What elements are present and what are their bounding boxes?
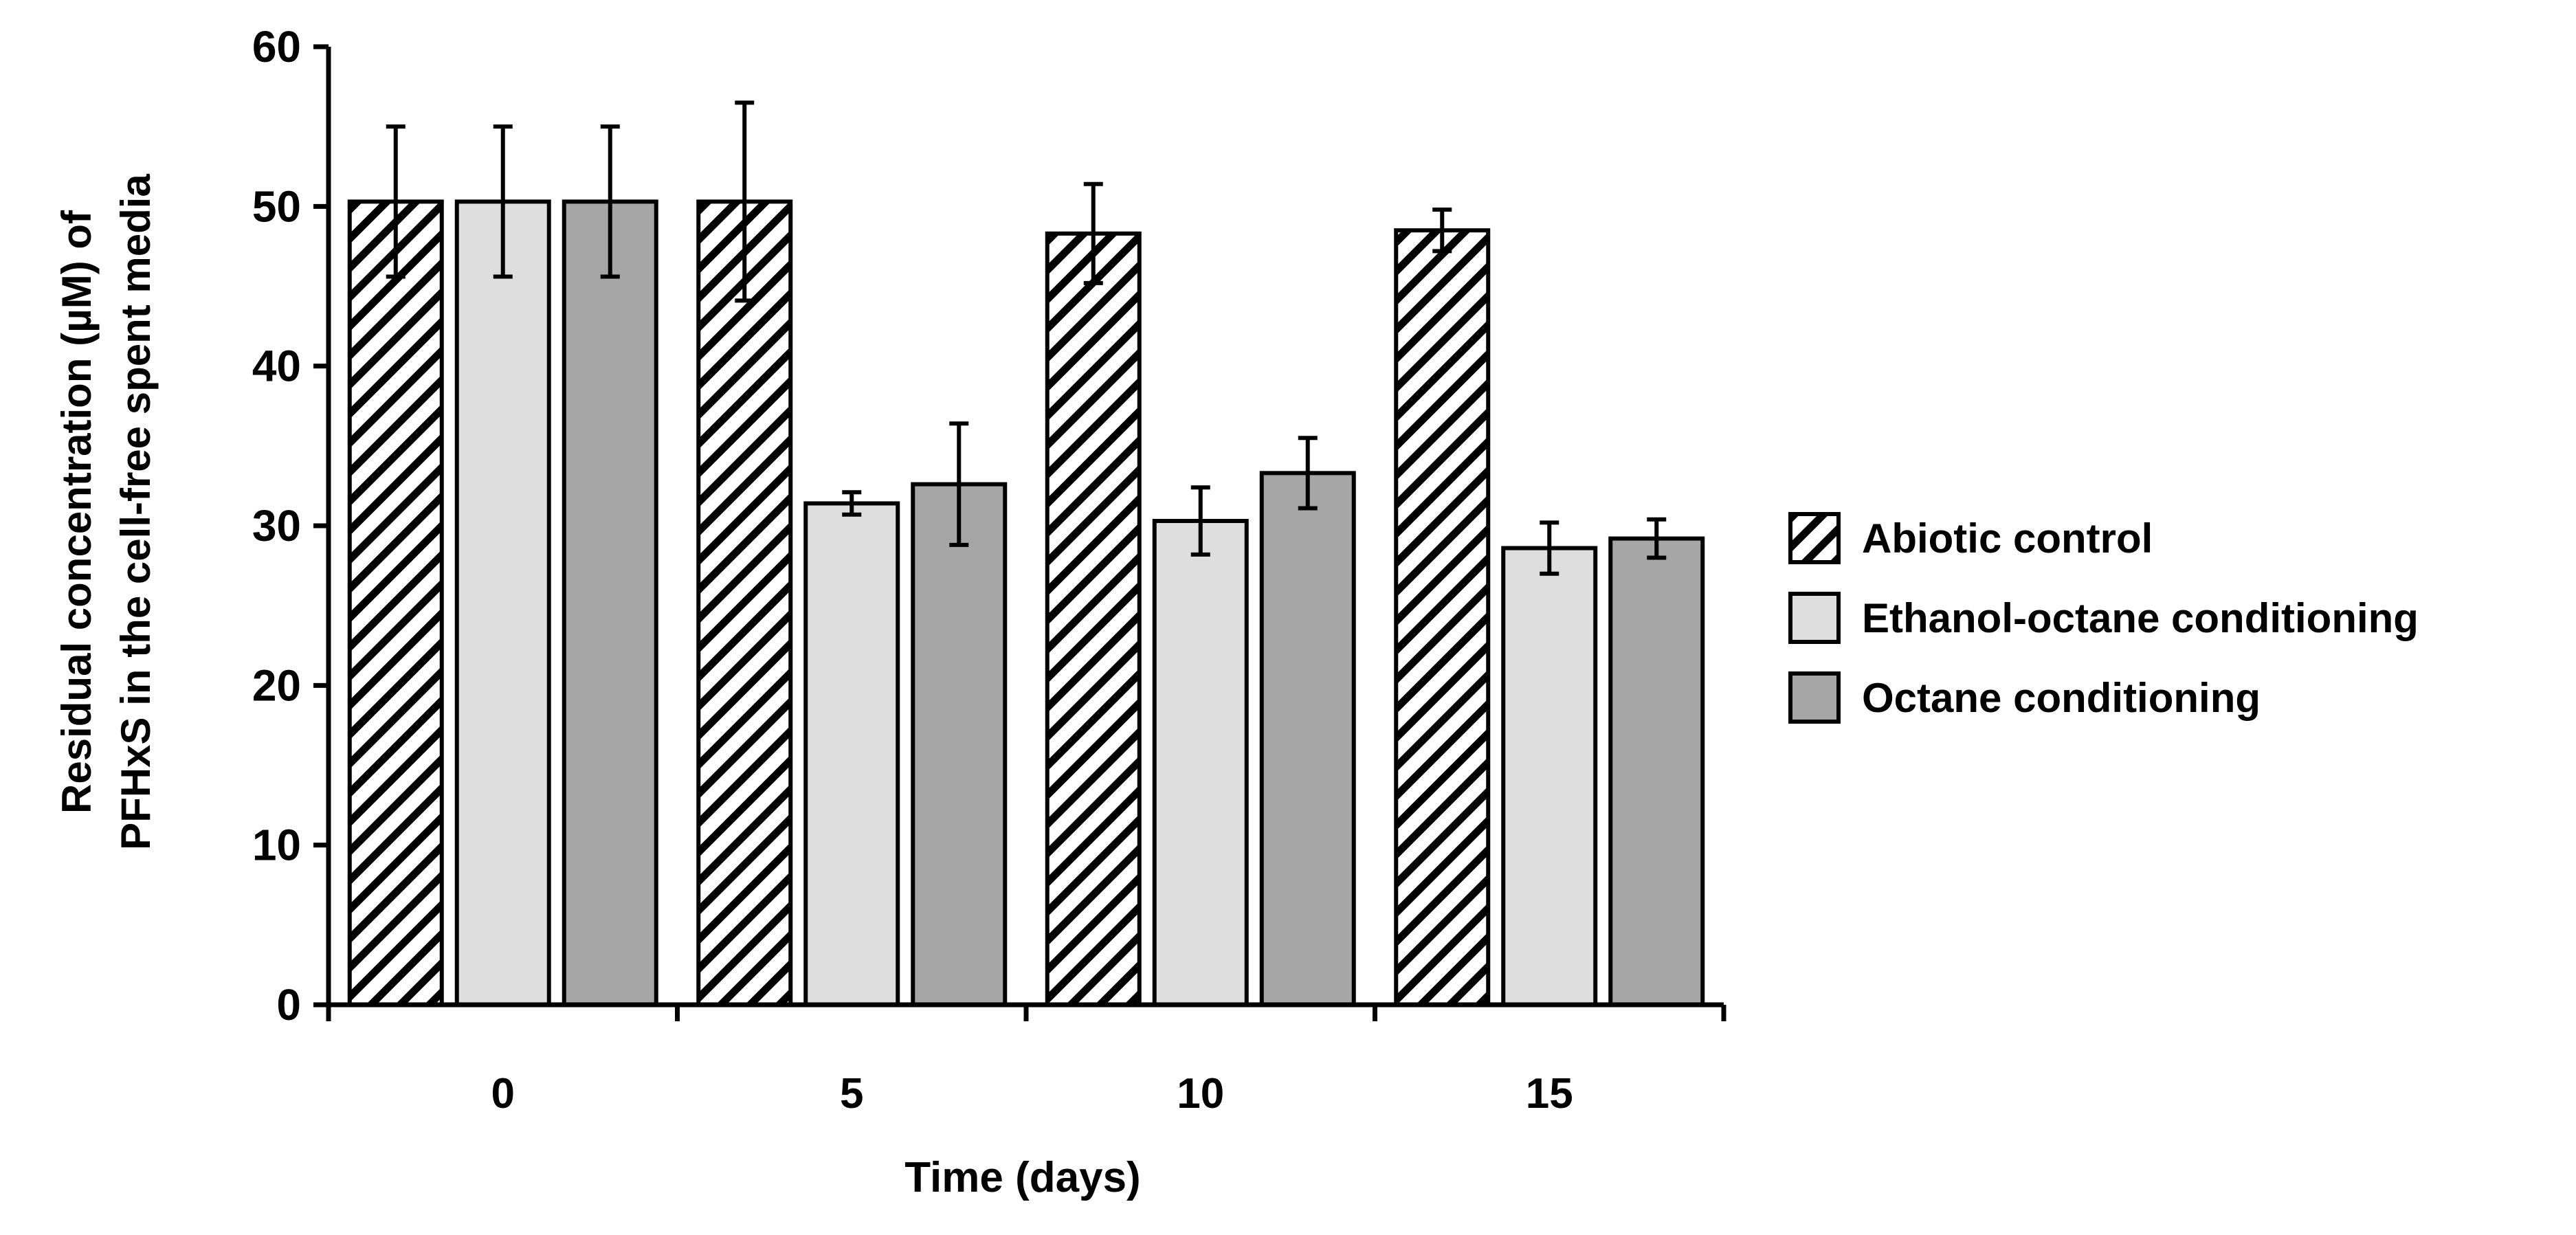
error-bar-2-0	[493, 124, 513, 279]
x-tick-label: 0	[491, 1070, 515, 1117]
error-bar-2-10	[1190, 485, 1210, 557]
legend-swatch	[1788, 671, 1841, 724]
legend-swatch	[1788, 512, 1841, 564]
error-bar-1-10	[1083, 181, 1103, 285]
bar-abiotic-control-15	[1394, 228, 1491, 1007]
legend-item: Octane conditioning	[1788, 671, 2261, 724]
y-tick-label: 10	[252, 821, 301, 870]
bar-ethanol-octane-conditioning-10	[1152, 519, 1249, 1007]
bar-octane-conditioning-0	[562, 199, 658, 1008]
x-tick-label: 15	[1526, 1070, 1573, 1117]
y-tick-label: 60	[252, 22, 301, 71]
x-tick-label: 5	[840, 1070, 863, 1117]
error-bar-3-10	[1298, 436, 1318, 511]
error-bar-1-0	[386, 124, 406, 279]
y-tick-label: 0	[276, 980, 301, 1030]
error-bar-3-15	[1647, 517, 1667, 560]
y-axis-title-line-2: PFHxS in the cell-free spent media	[113, 174, 159, 850]
bars-layer	[347, 199, 1705, 1008]
y-tick-label: 30	[252, 501, 301, 550]
bar-octane-conditioning-15	[1608, 536, 1705, 1007]
y-tick-label: 50	[252, 181, 301, 231]
legend-item: Abiotic control	[1788, 512, 2153, 564]
error-bar-1-15	[1432, 207, 1452, 254]
bar-ethanol-octane-conditioning-5	[803, 501, 900, 1007]
error-bar-3-5	[949, 421, 969, 547]
legend-item: Ethanol-octane conditioning	[1788, 592, 2419, 644]
bar-abiotic-control-0	[347, 199, 444, 1008]
legend-label: Abiotic control	[1862, 515, 2153, 561]
error-bar-1-5	[735, 100, 755, 303]
bar-abiotic-control-5	[696, 199, 793, 1008]
error-bar-3-0	[600, 124, 620, 279]
bar-octane-conditioning-10	[1259, 471, 1356, 1007]
bar-ethanol-octane-conditioning-0	[454, 199, 551, 1008]
y-tick-label: 20	[252, 660, 301, 710]
y-axis-title-line-1: Residual concentration (µM) of	[54, 210, 100, 814]
error-bar-2-5	[842, 490, 862, 517]
bar-ethanol-octane-conditioning-15	[1501, 546, 1598, 1007]
y-tick-label: 40	[252, 342, 301, 391]
axes: 0 10 20 30 40 50 60 0 5 10 15	[252, 22, 1726, 1117]
error-bar-2-15	[1540, 520, 1559, 576]
x-axis-title: Time (days)	[904, 1154, 1140, 1201]
bar-octane-conditioning-5	[911, 482, 1008, 1007]
x-tick-label: 10	[1177, 1070, 1224, 1117]
error-bars-layer	[386, 100, 1667, 576]
axis-labels: Time (days) Residual concentration (µM) …	[54, 174, 1141, 1201]
legend-label: Octane conditioning	[1862, 675, 2261, 721]
bar-abiotic-control-10	[1045, 231, 1142, 1008]
legend-label: Ethanol-octane conditioning	[1862, 595, 2419, 641]
legend: Abiotic control Ethanol-octane conditioni…	[1788, 512, 2419, 724]
legend-swatch	[1788, 592, 1841, 644]
